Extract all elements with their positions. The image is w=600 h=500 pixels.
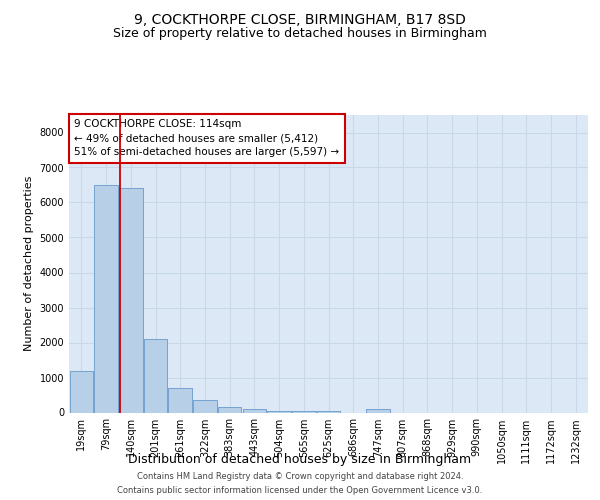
Text: 9, COCKTHORPE CLOSE, BIRMINGHAM, B17 8SD: 9, COCKTHORPE CLOSE, BIRMINGHAM, B17 8SD [134, 12, 466, 26]
Text: Size of property relative to detached houses in Birmingham: Size of property relative to detached ho… [113, 28, 487, 40]
Bar [144, 339, 167, 412]
Bar [169, 388, 192, 412]
Text: Contains HM Land Registry data © Crown copyright and database right 2024.: Contains HM Land Registry data © Crown c… [137, 472, 463, 481]
Y-axis label: Number of detached properties: Number of detached properties [24, 176, 34, 352]
Bar [193, 400, 217, 412]
Bar [268, 411, 291, 412]
Text: Distribution of detached houses by size in Birmingham: Distribution of detached houses by size … [128, 452, 472, 466]
Bar [242, 409, 266, 412]
Bar [94, 185, 118, 412]
Bar [292, 411, 316, 412]
Bar [366, 409, 389, 412]
Bar [218, 407, 241, 412]
Bar [317, 411, 340, 412]
Text: 9 COCKTHORPE CLOSE: 114sqm
← 49% of detached houses are smaller (5,412)
51% of s: 9 COCKTHORPE CLOSE: 114sqm ← 49% of deta… [74, 120, 340, 158]
Text: Contains public sector information licensed under the Open Government Licence v3: Contains public sector information licen… [118, 486, 482, 495]
Bar [119, 188, 143, 412]
Bar [70, 370, 93, 412]
